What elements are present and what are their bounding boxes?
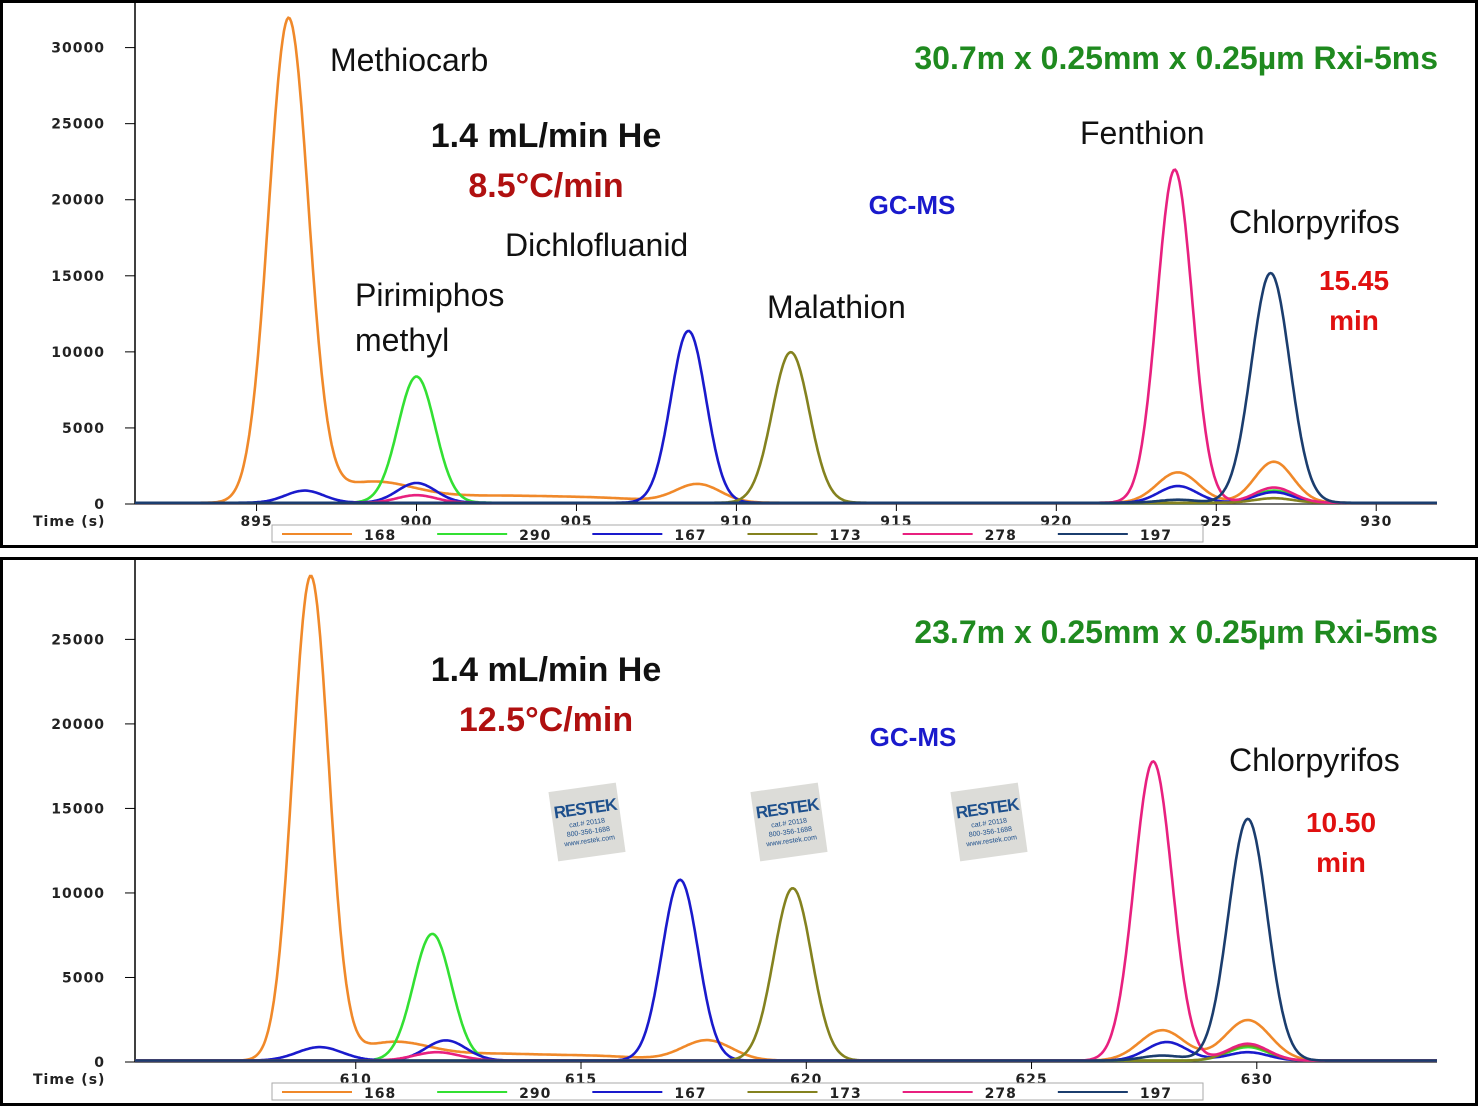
label-chlorpyrifos: Chlorpyrifos bbox=[1229, 204, 1400, 240]
flow-label: 1.4 mL/min He bbox=[431, 651, 662, 689]
x-tick-label: 895 bbox=[240, 514, 272, 530]
y-tick-label: 5000 bbox=[62, 970, 105, 986]
restek-watermark: RESTEK cat.# 20118 800-356-1688 www.rest… bbox=[548, 782, 626, 862]
retention-time-value: 10.50 bbox=[1306, 807, 1376, 838]
x-tick-label: 925 bbox=[1200, 514, 1232, 530]
legend-box bbox=[271, 524, 1204, 543]
y-tick-label: 25000 bbox=[51, 117, 105, 133]
technique-label: GC-MS bbox=[870, 722, 957, 752]
legend-box bbox=[271, 1082, 1204, 1101]
x-tick-label: 930 bbox=[1360, 514, 1392, 530]
legend-label-197: 197 bbox=[1140, 528, 1172, 544]
legend-label-168: 168 bbox=[364, 528, 396, 544]
restek-watermark: RESTEK cat.# 20118 800-356-1688 www.rest… bbox=[750, 782, 828, 862]
label-fenthion: Fenthion bbox=[1080, 115, 1205, 151]
series-line-197 bbox=[135, 271, 1437, 505]
legend-label-278: 278 bbox=[985, 528, 1017, 544]
flow-label: 1.4 mL/min He bbox=[431, 117, 662, 155]
y-tick-label: 15000 bbox=[51, 269, 105, 285]
y-tick-label: 10000 bbox=[51, 345, 105, 361]
ramp-label: 8.5°C/min bbox=[468, 167, 623, 205]
legend-label-197: 197 bbox=[1140, 1086, 1172, 1102]
x-axis-label: Time (s) bbox=[33, 514, 105, 530]
chromatogram-top: 0 5000 10000 15000 20000 25000 30000 Time (s) 89… bbox=[33, 0, 1438, 544]
retention-time-unit: min bbox=[1316, 847, 1366, 878]
chart-panel-top: 0 5000 10000 15000 20000 25000 30000 Time (s) 89… bbox=[0, 0, 1478, 548]
chart-panel-bottom: 0 5000 10000 15000 20000 25000 Time (s) 610 615 6… bbox=[0, 557, 1478, 1106]
restek-watermark: RESTEK cat.# 20118 800-356-1688 www.rest… bbox=[950, 782, 1028, 862]
technique-label: GC-MS bbox=[869, 190, 956, 220]
y-tick-label: 10000 bbox=[51, 886, 105, 902]
legend-label-278: 278 bbox=[985, 1086, 1017, 1102]
label-methyl: methyl bbox=[355, 322, 449, 358]
legend-label-167: 167 bbox=[674, 1086, 706, 1102]
label-methiocarb: Methiocarb bbox=[330, 42, 488, 78]
label-dichlofluanid: Dichlofluanid bbox=[505, 227, 688, 263]
y-tick-label: 0 bbox=[94, 497, 105, 513]
column-title: 23.7m x 0.25mm x 0.25µm Rxi-5ms bbox=[914, 614, 1438, 650]
label-pirimiphos: Pirimiphos bbox=[355, 277, 504, 313]
y-tick-label: 0 bbox=[94, 1055, 105, 1071]
series-line-167 bbox=[135, 878, 1437, 1062]
legend-label-290: 290 bbox=[519, 528, 551, 544]
x-tick-label: 630 bbox=[1241, 1072, 1273, 1088]
ramp-label: 12.5°C/min bbox=[459, 701, 633, 739]
retention-time-value: 15.45 bbox=[1319, 265, 1389, 296]
y-tick-label: 15000 bbox=[51, 801, 105, 817]
y-tick-label: 5000 bbox=[62, 421, 105, 437]
retention-time-unit: min bbox=[1329, 305, 1379, 336]
y-tick-label: 30000 bbox=[51, 41, 105, 57]
label-chlorpyrifos: Chlorpyrifos bbox=[1229, 742, 1400, 778]
legend-label-290: 290 bbox=[519, 1086, 551, 1102]
x-axis-label: Time (s) bbox=[33, 1072, 105, 1088]
series-line-290 bbox=[135, 932, 1437, 1062]
y-tick-label: 20000 bbox=[51, 717, 105, 733]
column-title: 30.7m x 0.25mm x 0.25µm Rxi-5ms bbox=[914, 40, 1438, 76]
label-malathion: Malathion bbox=[767, 289, 906, 325]
y-tick-label: 20000 bbox=[51, 193, 105, 209]
legend-label-173: 173 bbox=[830, 1086, 862, 1102]
series-line-197 bbox=[135, 817, 1437, 1062]
legend-label-167: 167 bbox=[674, 528, 706, 544]
legend-label-173: 173 bbox=[830, 528, 862, 544]
y-tick-label: 25000 bbox=[51, 632, 105, 648]
series-line-173 bbox=[135, 886, 1437, 1062]
legend-label-168: 168 bbox=[364, 1086, 396, 1102]
